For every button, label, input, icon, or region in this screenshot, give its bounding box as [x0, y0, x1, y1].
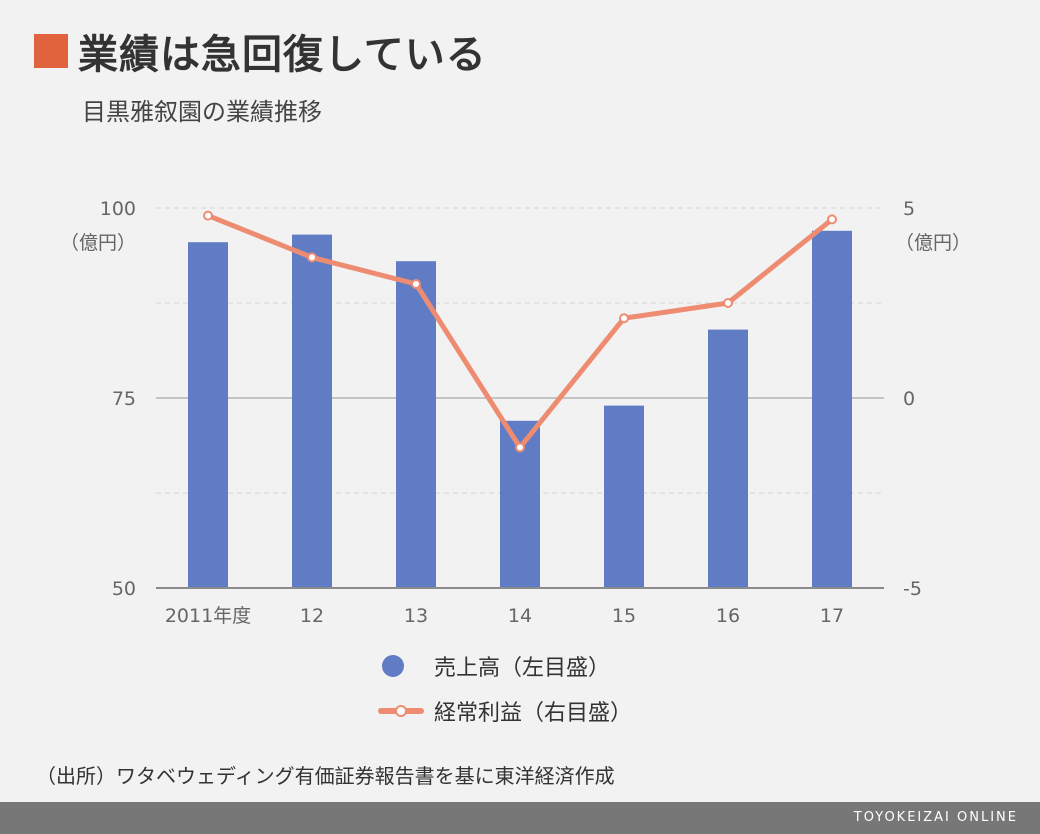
y-left-tick-label: 50 [112, 578, 136, 600]
legend-sales-swatch [382, 655, 404, 677]
y-left-unit-label: （億円） [60, 232, 136, 254]
point-profit [619, 313, 629, 324]
point-profit [307, 252, 317, 263]
x-tick-label: 12 [300, 605, 324, 627]
point-profit [515, 442, 525, 453]
x-tick-label: 14 [508, 605, 532, 627]
point-profit [411, 279, 421, 289]
point-profit [723, 298, 733, 308]
y-left-tick-label: 100 [100, 198, 136, 220]
bar-sales [188, 242, 228, 588]
legend-profit-label: 経常利益（右目盛） [434, 701, 633, 726]
title-block: 業績は急回復している [34, 22, 487, 80]
title-marker [34, 34, 68, 68]
bar-sales [812, 230, 852, 589]
y-right-tick-label: 0 [903, 388, 915, 410]
point-profit [827, 214, 837, 225]
y-right-tick-label: -5 [903, 578, 922, 600]
point-profit [203, 210, 213, 221]
footer-bar: TOYOKEIZAI ONLINE [0, 802, 1040, 834]
legend-sales-label: 売上高（左目盛） [434, 656, 611, 681]
chart-subtitle: 目黒雅叙園の業績推移 [82, 98, 322, 126]
legend-item-profit: 経常利益（右目盛） [378, 695, 632, 727]
x-tick-label: 13 [404, 605, 428, 627]
x-tick-label: 17 [820, 605, 844, 627]
x-tick-label: 15 [612, 605, 636, 627]
legend-profit-swatch [378, 700, 424, 722]
chart-title: 業績は急回復している [78, 32, 487, 78]
footer-brand: TOYOKEIZAI ONLINE [853, 810, 1018, 825]
y-right-unit-label: （億円） [895, 232, 971, 254]
bar-sales [604, 405, 644, 588]
legend-item-sales: 売上高（左目盛） [378, 650, 610, 682]
x-tick-label: 2011年度 [165, 605, 251, 627]
x-tick-label: 16 [716, 605, 740, 627]
y-left-tick-label: 75 [112, 388, 136, 410]
bar-sales [396, 261, 436, 588]
bar-sales [708, 329, 748, 588]
y-right-tick-label: 5 [903, 198, 915, 220]
source-note: （出所）ワタベウェディング有価証券報告書を基に東洋経済作成 [36, 764, 615, 788]
bar-sales [292, 234, 332, 588]
